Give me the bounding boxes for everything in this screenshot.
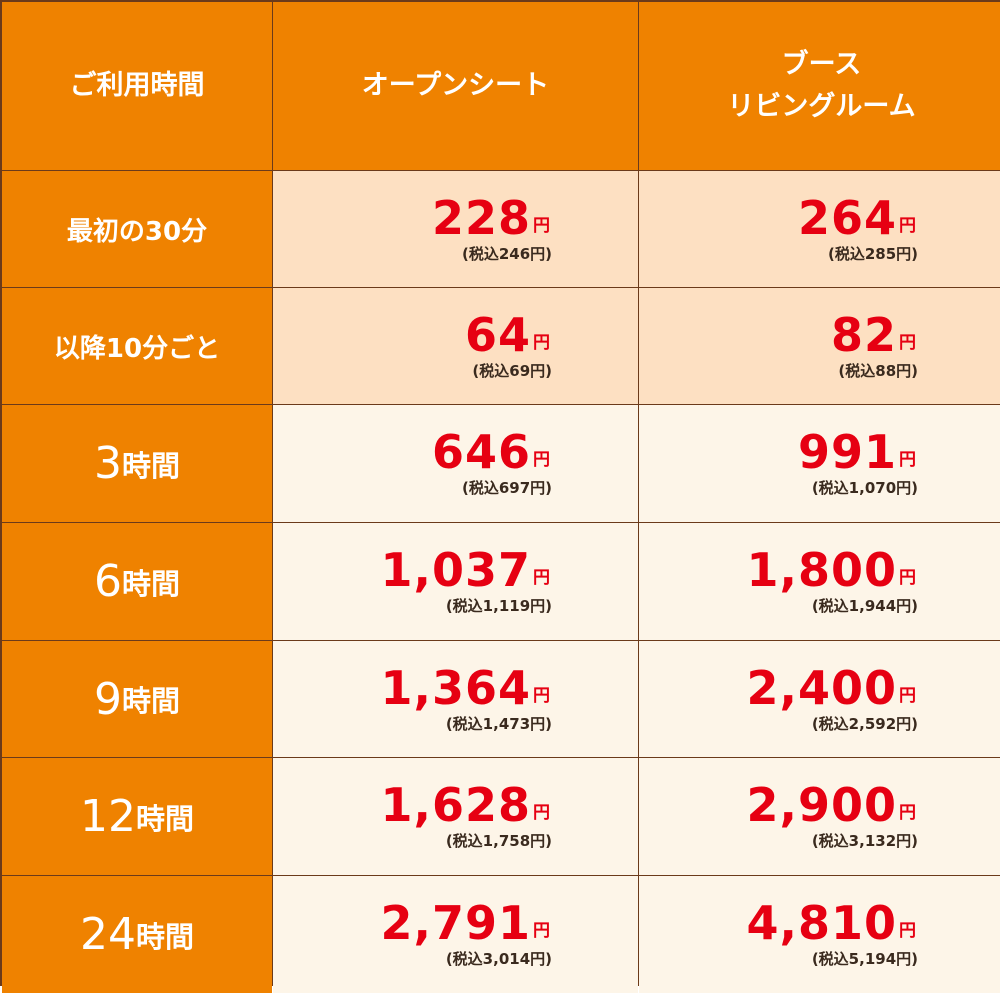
yen-unit: 円 [533, 568, 550, 588]
row-label: 9 時間 [2, 641, 272, 757]
price-cell-booth: 4,810 円 (税込5,194円) [639, 876, 1000, 993]
tax-included-price: (税込1,070円) [811, 479, 918, 497]
price: 2,400 円 (税込2,592円) [639, 665, 1000, 734]
price-amount: 82 [830, 307, 897, 362]
yen-unit: 円 [899, 685, 916, 706]
price-amount: 1,364 [380, 660, 531, 715]
row-label-number: 12 [79, 791, 136, 842]
tax-included-price: (税込246円) [461, 244, 552, 263]
tax-included-price: (税込1,758円) [445, 832, 552, 850]
price-amount: 1,037 [380, 543, 531, 597]
row-label-unit: 時間 [121, 684, 180, 718]
price: 2,900 円 (税込3,132円) [639, 782, 1000, 851]
price: 1,628 円 (税込1,758円) [273, 782, 638, 851]
tax-included-price: (税込1,944円) [811, 597, 918, 615]
row-label-unit: 時間 [121, 448, 180, 483]
row-label-number: 6 [93, 556, 122, 607]
header-usage-time-label: ご利用時間 [69, 70, 205, 102]
tax-included-price: (税込285円) [827, 244, 918, 263]
tax-included-price: (税込3,014円) [445, 950, 552, 968]
price-amount: 991 [797, 425, 897, 479]
price: 646 円 (税込697円) [273, 429, 638, 498]
tax-included-price: (税込1,119円) [445, 597, 552, 615]
row-label-text: 最初の30分 [66, 216, 208, 247]
price-amount: 228 [431, 190, 531, 245]
yen-unit: 円 [899, 803, 916, 823]
price-cell-booth: 82 円 (税込88円) [639, 288, 1000, 404]
header-booth-label: ブース [781, 49, 862, 81]
price-cell-open-seat: 646 円 (税込697円) [273, 405, 638, 522]
row-label: 3 時間 [2, 405, 272, 522]
price: 1,037 円 (税込1,119円) [273, 547, 638, 616]
price-cell-open-seat: 1,628 円 (税込1,758円) [273, 758, 638, 875]
price-cell-open-seat: 228 円 (税込246円) [273, 171, 638, 287]
price-amount: 264 [797, 190, 897, 245]
header-open-seat-label: オープンシート [361, 70, 550, 102]
tax-included-price: (税込69円) [472, 361, 552, 380]
yen-unit: 円 [533, 450, 550, 470]
price: 1,800 円 (税込1,944円) [639, 547, 1000, 616]
header-usage-time: ご利用時間 [2, 2, 272, 170]
row-label-number: 9 [93, 673, 122, 725]
price-cell-open-seat: 64 円 (税込69円) [273, 288, 638, 404]
price-amount: 2,791 [380, 896, 531, 950]
price: 991 円 (税込1,070円) [639, 429, 1000, 498]
tax-included-price: (税込2,592円) [811, 714, 918, 733]
tax-included-price: (税込5,194円) [811, 950, 918, 968]
tax-included-price: (税込88円) [838, 361, 918, 380]
row-label: 12 時間 [2, 758, 272, 875]
header-open-seat: オープンシート [273, 2, 638, 170]
yen-unit: 円 [899, 450, 916, 470]
row-label: 最初の30分 [2, 171, 272, 287]
row-label: 以降10分ごと [2, 288, 272, 404]
price-cell-booth: 991 円 (税込1,070円) [639, 405, 1000, 522]
yen-unit: 円 [533, 803, 550, 823]
header-living-room-label: リビングルーム [727, 91, 916, 122]
row-label-number: 3 [93, 438, 122, 489]
row-label-unit: 時間 [135, 801, 194, 836]
price: 2,791 円 (税込3,014円) [273, 900, 638, 969]
price-amount: 2,900 [746, 778, 897, 832]
price: 1,364 円 (税込1,473円) [273, 665, 638, 734]
price: 64 円 (税込69円) [273, 312, 638, 381]
price-cell-open-seat: 1,037 円 (税込1,119円) [273, 523, 638, 640]
price: 264 円 (税込285円) [639, 195, 1000, 264]
header-booth-living: ブース リビングルーム [639, 2, 1000, 170]
tax-included-price: (税込1,473円) [445, 714, 552, 733]
yen-unit: 円 [533, 685, 550, 706]
price-cell-booth: 2,900 円 (税込3,132円) [639, 758, 1000, 875]
yen-unit: 円 [533, 332, 550, 353]
tax-included-price: (税込3,132円) [811, 832, 918, 850]
price: 82 円 (税込88円) [639, 312, 1000, 381]
yen-unit: 円 [533, 921, 550, 941]
yen-unit: 円 [533, 215, 550, 236]
row-label-number: 24 [79, 909, 136, 960]
row-label: 6 時間 [2, 523, 272, 640]
yen-unit: 円 [899, 921, 916, 941]
price-amount: 1,800 [746, 543, 897, 597]
price-cell-booth: 2,400 円 (税込2,592円) [639, 641, 1000, 757]
row-label-unit: 時間 [135, 919, 194, 954]
price-cell-open-seat: 2,791 円 (税込3,014円) [273, 876, 638, 993]
row-label: 24 時間 [2, 876, 272, 993]
yen-unit: 円 [899, 215, 916, 236]
tax-included-price: (税込697円) [461, 479, 552, 497]
price-amount: 646 [431, 425, 531, 479]
price-cell-booth: 264 円 (税込285円) [639, 171, 1000, 287]
header-booth-living-text: ブース リビングルーム [727, 44, 915, 128]
yen-unit: 円 [899, 568, 916, 588]
price: 228 円 (税込246円) [273, 195, 638, 264]
price-amount: 4,810 [746, 896, 897, 950]
price-amount: 2,400 [746, 660, 897, 715]
price-cell-open-seat: 1,364 円 (税込1,473円) [273, 641, 638, 757]
price-amount: 64 [464, 307, 531, 362]
row-label-text: 以降10分ごと [53, 333, 221, 364]
price-cell-booth: 1,800 円 (税込1,944円) [639, 523, 1000, 640]
yen-unit: 円 [899, 332, 916, 353]
row-label-unit: 時間 [121, 566, 180, 601]
price-amount: 1,628 [380, 778, 531, 832]
price: 4,810 円 (税込5,194円) [639, 900, 1000, 969]
